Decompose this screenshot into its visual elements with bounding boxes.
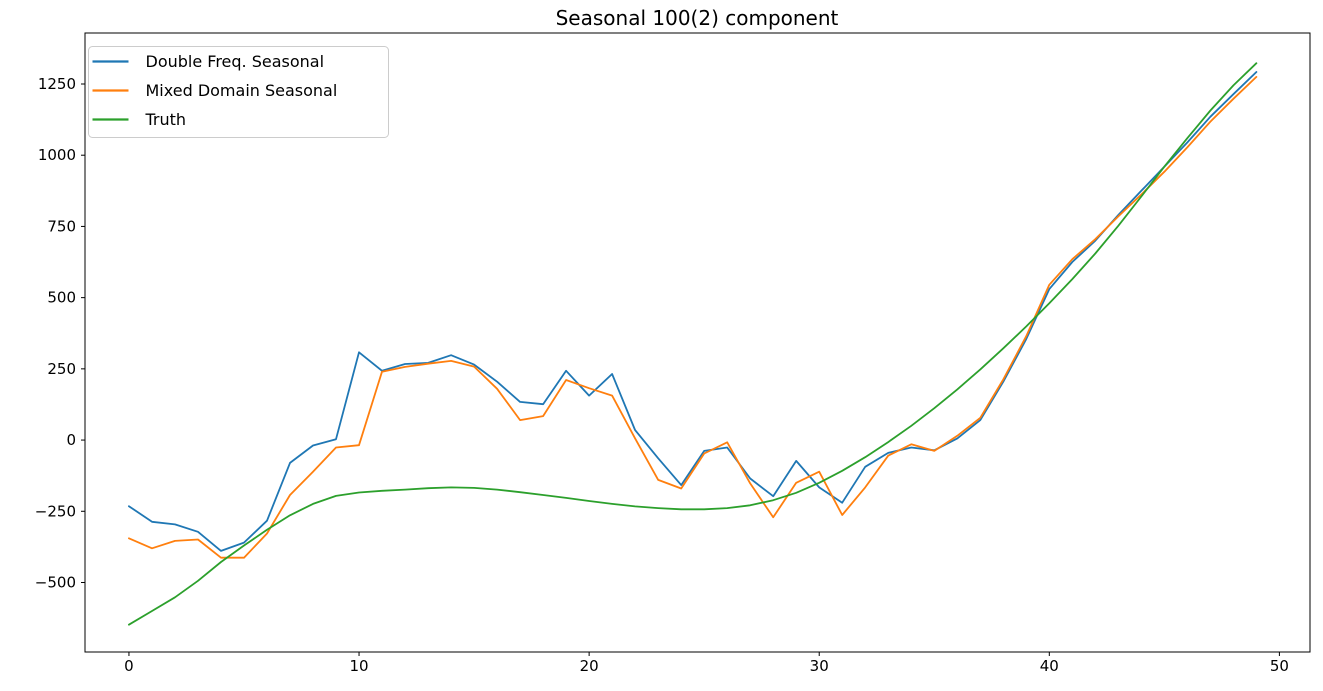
x-tick-label: 30 xyxy=(810,657,829,675)
plot-area: 0 10 20 30 40 50 −500 −250 0 250 500 750 1000 1250 Dou… xyxy=(35,32,1311,675)
series-line-truth xyxy=(127,62,1258,626)
y-tick-label: 250 xyxy=(47,360,76,378)
x-tick-label: 40 xyxy=(1040,657,1059,675)
y-tick-label: −250 xyxy=(35,502,76,520)
x-tick-label: 10 xyxy=(349,657,368,675)
x-tick-label: 0 xyxy=(124,657,134,675)
x-tick-label: 50 xyxy=(1270,657,1289,675)
legend-item-label: Truth xyxy=(145,110,187,129)
legend-item-label: Mixed Domain Seasonal xyxy=(146,81,338,100)
y-tick-label: −500 xyxy=(35,573,76,591)
axes-spines xyxy=(84,32,1311,653)
chart-title: Seasonal 100(2) component xyxy=(556,6,839,30)
y-tick-label: 0 xyxy=(66,431,76,449)
y-tick-label: 1000 xyxy=(38,146,76,164)
y-tick-label: 500 xyxy=(47,289,76,307)
y-tick-label: 750 xyxy=(47,217,76,235)
legend-item-label: Double Freq. Seasonal xyxy=(146,52,325,71)
series-line-double-freq-seasonal xyxy=(127,71,1258,552)
series-line-mixed-domain-seasonal xyxy=(127,76,1258,559)
x-tick-label: 20 xyxy=(580,657,599,675)
legend-box xyxy=(88,46,389,138)
y-tick-label: 1250 xyxy=(38,75,76,93)
